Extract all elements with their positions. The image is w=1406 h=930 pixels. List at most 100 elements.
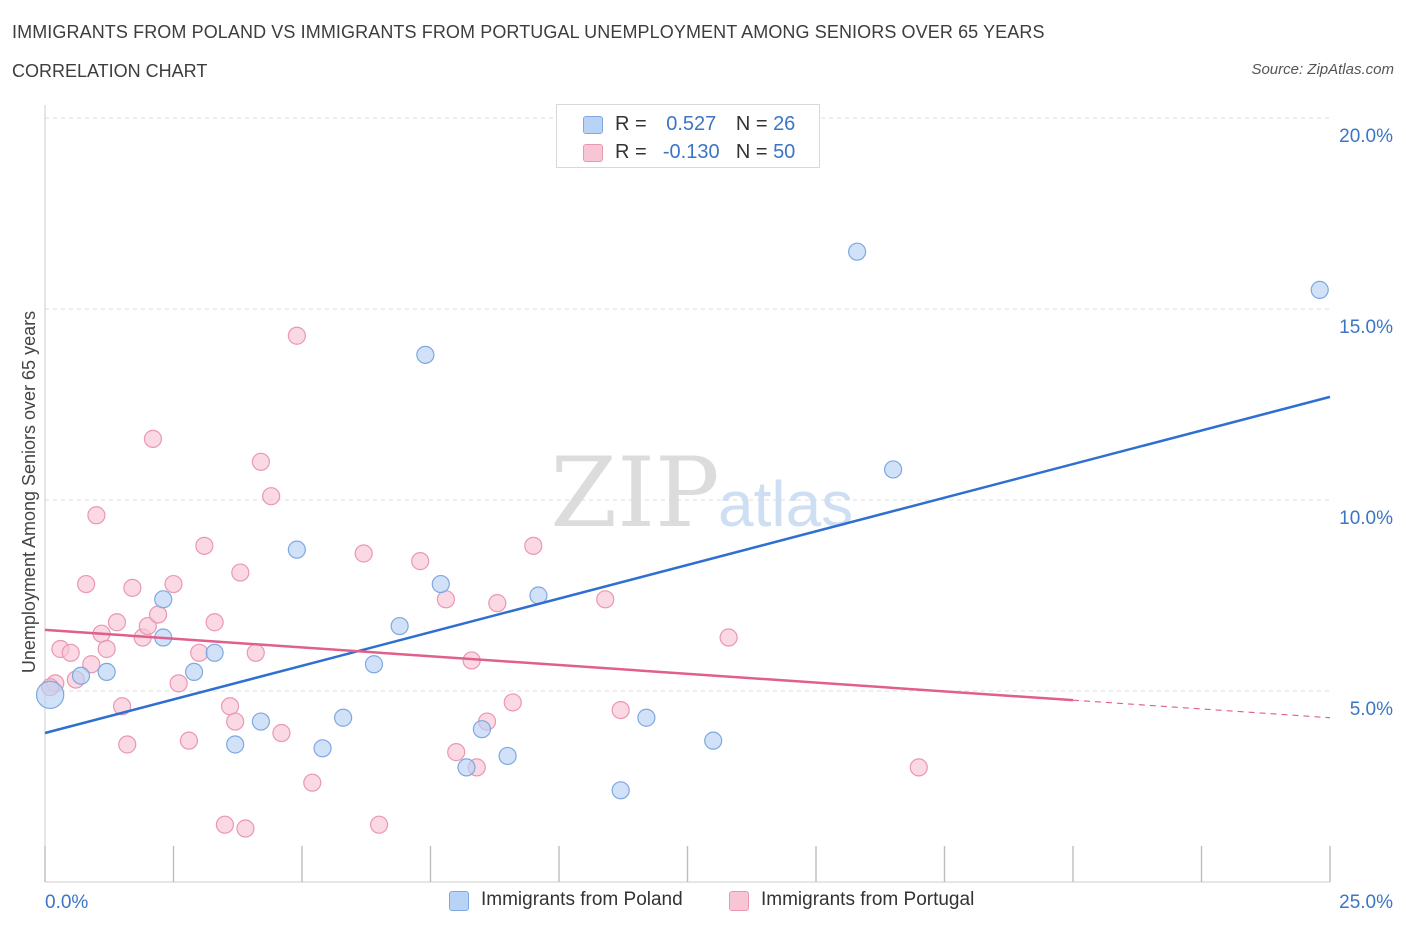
- x-tick-label-min: 0.0%: [45, 892, 88, 913]
- portugal-point: [215, 815, 234, 834]
- chart-subtitle: CORRELATION CHART: [12, 61, 208, 81]
- y-axis-label: Unemployment Among Seniors over 65 years: [19, 311, 39, 673]
- x-tick-label-max: 25.0%: [1339, 892, 1393, 913]
- portugal-point: [118, 735, 137, 754]
- poland-point: [251, 712, 270, 731]
- portugal-trend-extension: [1072, 699, 1331, 719]
- bottom-poland-swatch: [449, 891, 469, 911]
- poland-point: [287, 540, 306, 559]
- y-tick-label: 20.0%: [1339, 126, 1393, 147]
- poland-point: [226, 735, 245, 754]
- poland-n-label: N =: [735, 113, 768, 135]
- portugal-point: [596, 590, 615, 609]
- poland-point: [637, 708, 656, 727]
- portugal-point: [524, 536, 543, 555]
- poland-point: [472, 720, 491, 739]
- portugal-point: [82, 655, 101, 674]
- poland-point: [71, 666, 91, 685]
- portugal-point: [370, 815, 389, 834]
- portugal-point: [220, 697, 240, 716]
- label-layer: 5.0% 10.0% 15.0% 20.0% 0.0% 25.0%: [45, 126, 1393, 913]
- portugal-point: [231, 563, 250, 582]
- poland-point: [184, 662, 204, 682]
- portugal-point: [97, 639, 116, 659]
- poland-n-value: 26: [773, 113, 796, 135]
- portugal-point: [61, 643, 80, 662]
- portugal-r-label: R =: [615, 141, 647, 163]
- poland-point: [611, 781, 630, 800]
- y-tick-label: 10.0%: [1339, 508, 1393, 529]
- bottom-poland-label: Immigrants from Poland: [481, 889, 683, 910]
- portugal-point: [148, 605, 168, 624]
- poland-point: [416, 345, 435, 364]
- portugal-point: [272, 723, 291, 743]
- portugal-point: [436, 590, 456, 609]
- poland-point: [457, 758, 476, 777]
- poland-point: [848, 242, 867, 261]
- poland-point: [364, 655, 384, 674]
- poland-r-value: 0.527: [666, 113, 717, 135]
- portugal-point: [179, 731, 199, 750]
- portugal-point: [87, 506, 106, 525]
- portugal-point: [719, 628, 738, 647]
- portugal-point: [411, 552, 430, 571]
- portugal-point: [143, 429, 163, 448]
- poland-point: [35, 680, 65, 710]
- trend-layer: [44, 395, 1331, 735]
- poland-point: [390, 616, 409, 636]
- portugal-point: [236, 819, 255, 838]
- portugal-point: [287, 326, 306, 345]
- poland-point: [1310, 280, 1329, 299]
- poland-swatch: [583, 116, 603, 134]
- portugal-point: [246, 643, 265, 662]
- poland-point: [498, 746, 517, 766]
- poland-point: [431, 574, 450, 594]
- bottom-portugal-label: Immigrants from Portugal: [761, 889, 975, 910]
- y-tick-label: 5.0%: [1350, 699, 1393, 720]
- portugal-point: [503, 693, 522, 712]
- poland-r-label: R =: [615, 113, 647, 135]
- portugal-r-value: -0.130: [662, 141, 720, 163]
- portugal-point: [190, 643, 209, 662]
- correlation-legend: R = 0.527 N = 26 R = -0.130 N = 50: [556, 104, 820, 168]
- source-label: Source: ZipAtlas.com: [1251, 61, 1394, 78]
- portugal-point: [77, 574, 96, 594]
- poland-point: [205, 643, 224, 662]
- portugal-point: [303, 773, 322, 792]
- portugal-point: [138, 616, 157, 636]
- watermark: ZIP atlas: [550, 437, 853, 549]
- y-tick-label: 15.0%: [1339, 317, 1393, 338]
- portugal-point: [354, 544, 373, 563]
- poland-point: [334, 708, 353, 727]
- poland-point: [154, 590, 173, 609]
- portugal-trend-line: [44, 628, 1074, 702]
- portugal-point: [488, 594, 507, 613]
- watermark-zip: ZIP: [550, 437, 719, 549]
- poland-point: [883, 460, 903, 479]
- portugal-point: [611, 700, 630, 720]
- poland-points: [35, 242, 1329, 800]
- portugal-n-value: 50: [773, 141, 796, 163]
- portugal-point: [164, 574, 183, 594]
- portugal-point: [262, 487, 281, 506]
- portugal-point: [205, 613, 224, 632]
- grid-layer: [45, 117, 1330, 692]
- portugal-point: [107, 613, 127, 632]
- portugal-point: [169, 674, 188, 693]
- poland-point: [97, 662, 116, 682]
- portugal-points: [41, 326, 928, 838]
- poland-point: [704, 731, 723, 750]
- bottom-portugal-swatch: [729, 891, 749, 911]
- portugal-point: [226, 712, 245, 731]
- chart-title: IMMIGRANTS FROM POLAND VS IMMIGRANTS FRO…: [12, 22, 1045, 42]
- axis-layer: [44, 105, 1331, 883]
- poland-trend-line: [44, 395, 1331, 735]
- portugal-point: [195, 536, 214, 555]
- portugal-point: [123, 578, 142, 597]
- poland-point: [313, 739, 332, 758]
- portugal-point: [251, 452, 270, 471]
- portugal-point: [447, 743, 466, 762]
- portugal-swatch: [583, 144, 603, 162]
- portugal-point: [909, 758, 928, 777]
